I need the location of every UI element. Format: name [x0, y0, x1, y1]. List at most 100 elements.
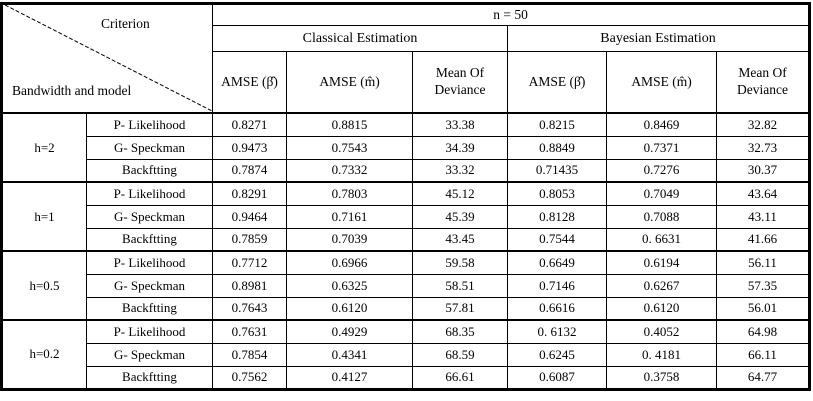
value-cell: 56.11 [715, 250, 811, 275]
value-cell: 0. 6631 [606, 227, 717, 252]
table-body: h=2 P- Likelihood 0.8271 0.8815 33.38 0.… [1, 112, 811, 390]
value-cell: 0.6649 [507, 250, 607, 275]
value-cell: 32.82 [715, 112, 811, 137]
value-cell: 0. 6132 [507, 319, 607, 344]
table-header: Criterion Bandwidth and model n = 50 Cla… [1, 3, 811, 114]
value-cell: 32.73 [715, 135, 811, 160]
value-cell: 0.7088 [606, 204, 717, 229]
header-amse-beta-classical: AMSE (β̂) [212, 51, 287, 114]
model-cell: P- Likelihood [86, 319, 213, 344]
table-row: G- Speckman 0.9473 0.7543 34.39 0.8849 0… [2, 135, 811, 160]
bandwidth-cell: h=0.2 [1, 319, 87, 390]
table-row: Backftting 0.7643 0.6120 57.81 0.6616 0.… [2, 296, 811, 321]
value-cell: 0.8128 [507, 204, 607, 229]
value-cell: 0.7562 [212, 365, 287, 390]
value-cell: 0.3758 [606, 365, 717, 390]
value-cell: 0.6325 [286, 273, 413, 298]
table-row: h=0.5 P- Likelihood 0.7712 0.6966 59.58 … [1, 250, 811, 321]
value-cell: 43.45 [412, 227, 508, 252]
corner-criterion-label: Criterion [101, 16, 150, 31]
value-cell: 57.81 [412, 296, 508, 321]
value-cell: 0.6194 [606, 250, 717, 275]
value-cell: 0.7544 [507, 227, 607, 252]
value-cell: 64.98 [715, 319, 811, 344]
value-cell: 57.35 [715, 273, 811, 298]
sample-size-row: Criterion Bandwidth and model n = 50 [1, 3, 811, 114]
value-cell: 0.6616 [507, 296, 607, 321]
value-cell: 30.37 [715, 158, 811, 183]
value-cell: 0.9473 [212, 135, 287, 160]
sample-size-header: n = 50 [211, 3, 811, 26]
value-cell: 0.71435 [507, 158, 607, 183]
table-row: h=0.2 P- Likelihood 0.7631 0.4929 68.35 … [1, 319, 811, 390]
value-cell: 0.8053 [507, 181, 607, 206]
value-cell: 0.8215 [507, 112, 607, 137]
value-cell: 66.11 [715, 342, 811, 367]
value-cell: 0.7874 [212, 158, 287, 183]
value-cell: 0.6120 [606, 296, 717, 321]
value-cell: 0.7332 [286, 158, 413, 183]
corner-bandwidth-label: Bandwidth and model [12, 83, 132, 98]
value-cell: 33.38 [412, 112, 508, 137]
model-cell: G- Speckman [86, 273, 213, 298]
metric-header-row: AMSE (β̂) AMSE (m̂) Mean Of Deviance AMS… [2, 51, 811, 114]
classical-estimation-header: Classical Estimation [212, 25, 508, 52]
value-cell: 0.6267 [606, 273, 717, 298]
value-cell: 0.7854 [212, 342, 287, 367]
value-cell: 56.01 [715, 296, 811, 321]
value-cell: 0.7543 [286, 135, 413, 160]
model-cell: G- Speckman [86, 135, 213, 160]
value-cell: 0.6245 [507, 342, 607, 367]
value-cell: 0.7712 [212, 250, 287, 275]
value-cell: 0.8271 [212, 112, 287, 137]
value-cell: 0.4127 [286, 365, 413, 390]
estimation-header-row: Classical Estimation Bayesian Estimation [2, 25, 811, 52]
value-cell: 0.4929 [286, 319, 413, 344]
table-row: h=2 P- Likelihood 0.8271 0.8815 33.38 0.… [1, 112, 811, 183]
header-mean-deviance-classical: Mean Of Deviance [412, 51, 508, 114]
model-cell: P- Likelihood [86, 112, 213, 137]
value-cell: 0.8815 [286, 112, 413, 137]
bayesian-estimation-header: Bayesian Estimation [506, 25, 811, 52]
corner-header-cell: Criterion Bandwidth and model [1, 3, 213, 114]
value-cell: 0.6966 [286, 250, 413, 275]
table-row: G- Speckman 0.9464 0.7161 45.39 0.8128 0… [2, 204, 811, 229]
value-cell: 45.39 [412, 204, 508, 229]
header-mean-deviance-bayesian: Mean Of Deviance [715, 51, 811, 114]
value-cell: 0. 4181 [606, 342, 717, 367]
value-cell: 0.7803 [286, 181, 413, 206]
value-cell: 0.7039 [286, 227, 413, 252]
table-row: G- Speckman 0.8981 0.6325 58.51 0.7146 0… [2, 273, 811, 298]
value-cell: 0.9464 [212, 204, 287, 229]
bandwidth-cell: h=1 [1, 181, 87, 252]
value-cell: 0.7859 [212, 227, 287, 252]
model-cell: G- Speckman [86, 204, 213, 229]
diagonal-divider-line [5, 5, 212, 112]
value-cell: 0.8469 [606, 112, 717, 137]
value-cell: 0.6120 [286, 296, 413, 321]
header-amse-m-classical: AMSE (m̂) [286, 51, 413, 114]
value-cell: 45.12 [412, 181, 508, 206]
model-cell: P- Likelihood [86, 250, 213, 275]
model-cell: P- Likelihood [86, 181, 213, 206]
value-cell: 43.11 [715, 204, 811, 229]
value-cell: 0.8981 [212, 273, 287, 298]
value-cell: 0.6087 [507, 365, 607, 390]
table-row: h=1 P- Likelihood 0.8291 0.7803 45.12 0.… [1, 181, 811, 252]
value-cell: 68.35 [412, 319, 508, 344]
results-table: Criterion Bandwidth and model n = 50 Cla… [0, 2, 812, 391]
value-cell: 41.66 [715, 227, 811, 252]
value-cell: 0.7161 [286, 204, 413, 229]
value-cell: 58.51 [412, 273, 508, 298]
model-cell: Backftting [86, 365, 213, 390]
value-cell: 68.59 [412, 342, 508, 367]
table-row: Backftting 0.7874 0.7332 33.32 0.71435 0… [2, 158, 811, 183]
table-row: G- Speckman 0.7854 0.4341 68.59 0.6245 0… [2, 342, 811, 367]
corner-inner: Criterion Bandwidth and model [5, 5, 212, 112]
value-cell: 0.7643 [212, 296, 287, 321]
value-cell: 43.64 [715, 181, 811, 206]
value-cell: 0.8849 [507, 135, 607, 160]
table-row: Backftting 0.7859 0.7039 43.45 0.7544 0.… [2, 227, 811, 252]
model-cell: Backftting [86, 227, 213, 252]
